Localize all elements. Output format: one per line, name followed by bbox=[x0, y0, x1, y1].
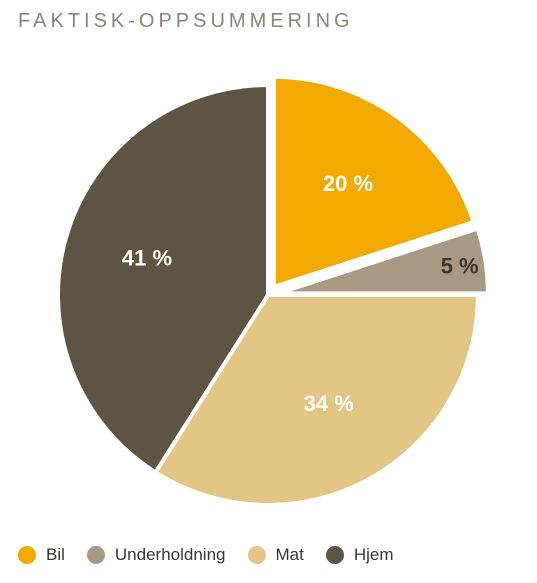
legend-label: Hjem bbox=[354, 545, 394, 565]
chart-title: FAKTISK-OPPSUMMERING bbox=[18, 10, 354, 33]
legend-dot-icon bbox=[18, 546, 36, 564]
summary-chart: FAKTISK-OPPSUMMERING 20 % 5 % 34 % 41 % Bil… bbox=[0, 0, 537, 583]
legend-label: Bil bbox=[46, 545, 65, 565]
legend-label: Mat bbox=[276, 545, 304, 565]
legend-dot-icon bbox=[87, 546, 105, 564]
legend-dot-icon bbox=[248, 546, 266, 564]
legend-item: Bil bbox=[18, 545, 65, 565]
pie-slice-label-underholdning: 5 % bbox=[441, 254, 479, 279]
legend-item: Hjem bbox=[326, 545, 394, 565]
legend-item: Mat bbox=[248, 545, 304, 565]
legend-dot-icon bbox=[326, 546, 344, 564]
pie-slice-label-hjem: 41 % bbox=[122, 246, 172, 271]
pie-chart: 20 % 5 % 34 % 41 % bbox=[0, 45, 537, 545]
pie-slice-label-mat: 34 % bbox=[304, 391, 354, 416]
pie-slice-label-bil: 20 % bbox=[323, 171, 373, 196]
legend-item: Underholdning bbox=[87, 545, 226, 565]
pie-svg: 20 % 5 % 34 % 41 % bbox=[0, 45, 537, 545]
legend: Bil Underholdning Mat Hjem bbox=[18, 545, 394, 565]
legend-label: Underholdning bbox=[115, 545, 226, 565]
